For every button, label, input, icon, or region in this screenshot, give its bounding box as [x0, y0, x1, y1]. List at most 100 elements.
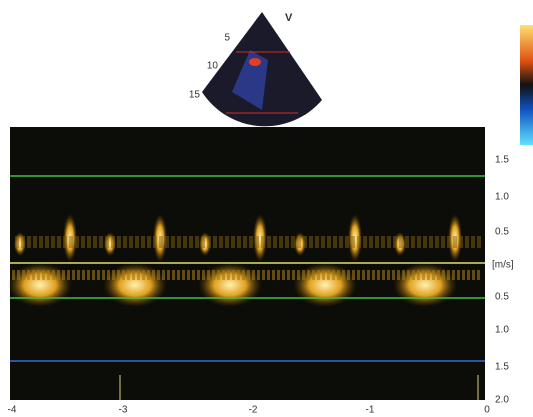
- velocity-label: 2.0: [495, 395, 509, 406]
- reverse-band: [317, 270, 320, 280]
- reverse-flow: [103, 263, 167, 307]
- signal-band: [399, 236, 403, 248]
- signal-band: [213, 236, 217, 248]
- signal-band: [129, 236, 133, 248]
- reverse-band: [407, 270, 410, 280]
- signal-band: [459, 236, 463, 248]
- reverse-band: [147, 270, 150, 280]
- unit-label: [m/s]: [492, 260, 514, 271]
- signal-band: [141, 236, 145, 248]
- signal-band: [165, 236, 169, 248]
- reverse-band: [197, 270, 200, 280]
- reverse-band: [462, 270, 465, 280]
- signal-band: [105, 236, 109, 248]
- reverse-band: [242, 270, 245, 280]
- signal-band: [297, 236, 301, 248]
- reverse-band: [182, 270, 185, 280]
- reverse-band: [297, 270, 300, 280]
- reverse-band: [382, 270, 385, 280]
- reverse-band: [352, 270, 355, 280]
- time-label: -2: [249, 405, 258, 416]
- signal-band: [87, 236, 91, 248]
- reverse-band: [37, 270, 40, 280]
- reverse-band: [27, 270, 30, 280]
- reverse-band: [282, 270, 285, 280]
- reverse-band: [77, 270, 80, 280]
- signal-band: [339, 236, 343, 248]
- reverse-band: [312, 270, 315, 280]
- signal-band: [411, 236, 415, 248]
- reverse-band: [32, 270, 35, 280]
- signal-band: [27, 236, 31, 248]
- velocity-label: 0.5: [495, 292, 509, 303]
- reverse-band: [177, 270, 180, 280]
- reverse-band: [367, 270, 370, 280]
- velocity-label: 1.0: [495, 325, 509, 336]
- signal-band: [375, 236, 379, 248]
- signal-band: [387, 236, 391, 248]
- signal-band: [237, 236, 241, 248]
- signal-band: [363, 236, 367, 248]
- reverse-band: [287, 270, 290, 280]
- color-doppler: [232, 50, 268, 110]
- reverse-band: [52, 270, 55, 280]
- sector-image: V 5 10 15: [189, 12, 322, 127]
- reverse-band: [142, 270, 145, 280]
- time-label: -4: [8, 405, 17, 416]
- signal-band: [75, 236, 79, 248]
- reverse-band: [392, 270, 395, 280]
- signal-band: [255, 236, 259, 248]
- reverse-band: [402, 270, 405, 280]
- signal-band: [183, 236, 187, 248]
- reverse-band: [82, 270, 85, 280]
- reverse-band: [102, 270, 105, 280]
- color-bar: [520, 25, 533, 145]
- signal-band: [405, 236, 409, 248]
- reverse-band: [207, 270, 210, 280]
- reverse-band: [192, 270, 195, 280]
- signal-band: [51, 236, 55, 248]
- reverse-band: [87, 270, 90, 280]
- signal-band: [381, 236, 385, 248]
- reverse-band: [322, 270, 325, 280]
- reverse-band: [387, 270, 390, 280]
- signal-band: [57, 236, 61, 248]
- signal-band: [279, 236, 283, 248]
- reverse-band: [302, 270, 305, 280]
- signal-band: [303, 236, 307, 248]
- depth-label: 10: [207, 61, 219, 72]
- signal-band: [231, 236, 235, 248]
- reverse-band: [12, 270, 15, 280]
- signal-band: [393, 236, 397, 248]
- reverse-band: [222, 270, 225, 280]
- color-flow: [249, 58, 261, 66]
- signal-band: [261, 236, 265, 248]
- signal-band: [39, 236, 43, 248]
- signal-band: [285, 236, 289, 248]
- time-label: -1: [366, 405, 375, 416]
- reverse-band: [122, 270, 125, 280]
- signal-band: [99, 236, 103, 248]
- signal-band: [153, 236, 157, 248]
- reverse-band: [347, 270, 350, 280]
- depth-label: 5: [224, 33, 230, 44]
- signal-band: [219, 236, 223, 248]
- signal-band: [159, 236, 163, 248]
- reverse-band: [447, 270, 450, 280]
- reverse-band: [247, 270, 250, 280]
- signal-band: [117, 236, 121, 248]
- reverse-band: [437, 270, 440, 280]
- reverse-band: [457, 270, 460, 280]
- velocity-label: 1.5: [495, 362, 509, 373]
- signal-band: [369, 236, 373, 248]
- signal-band: [195, 236, 199, 248]
- reverse-band: [107, 270, 110, 280]
- signal-band: [63, 236, 67, 248]
- reverse-band: [362, 270, 365, 280]
- reverse-flow: [393, 263, 457, 307]
- reverse-band: [112, 270, 115, 280]
- signal-band: [69, 236, 73, 248]
- signal-band: [273, 236, 277, 248]
- reverse-band: [162, 270, 165, 280]
- signal-band: [315, 236, 319, 248]
